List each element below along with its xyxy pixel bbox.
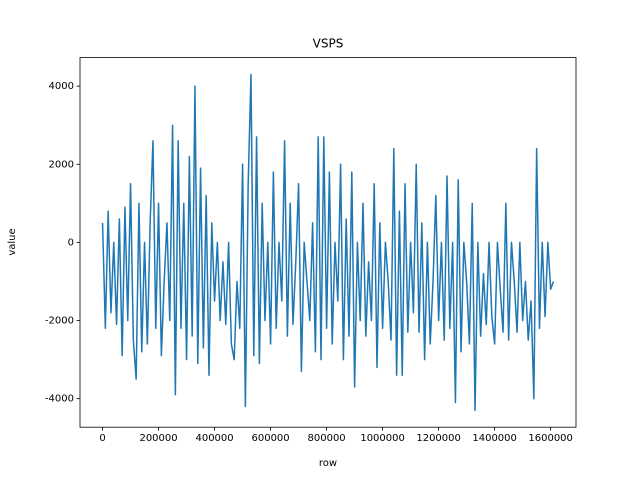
x-tick-label: 200000	[139, 433, 177, 444]
x-tick-label: 1600000	[528, 433, 573, 444]
data-line	[101, 73, 555, 412]
y-tick-label: 2000	[49, 159, 74, 170]
x-tick-label: 1400000	[472, 433, 517, 444]
x-tick-label: 800000	[308, 433, 346, 444]
x-tick-label: 400000	[195, 433, 233, 444]
y-axis-label: value	[7, 228, 18, 255]
x-tick-label: 0	[99, 433, 105, 444]
y-tick-label: 4000	[49, 81, 74, 92]
y-tick-label: 0	[68, 237, 74, 248]
chart-title: VSPS	[313, 37, 344, 51]
x-tick-label: 1200000	[416, 433, 461, 444]
x-tick-label: 1000000	[360, 433, 405, 444]
y-tick-label: -4000	[45, 394, 74, 405]
x-axis-label: row	[319, 458, 337, 469]
x-tick-label: 600000	[251, 433, 289, 444]
y-tick-label: -2000	[45, 316, 74, 327]
